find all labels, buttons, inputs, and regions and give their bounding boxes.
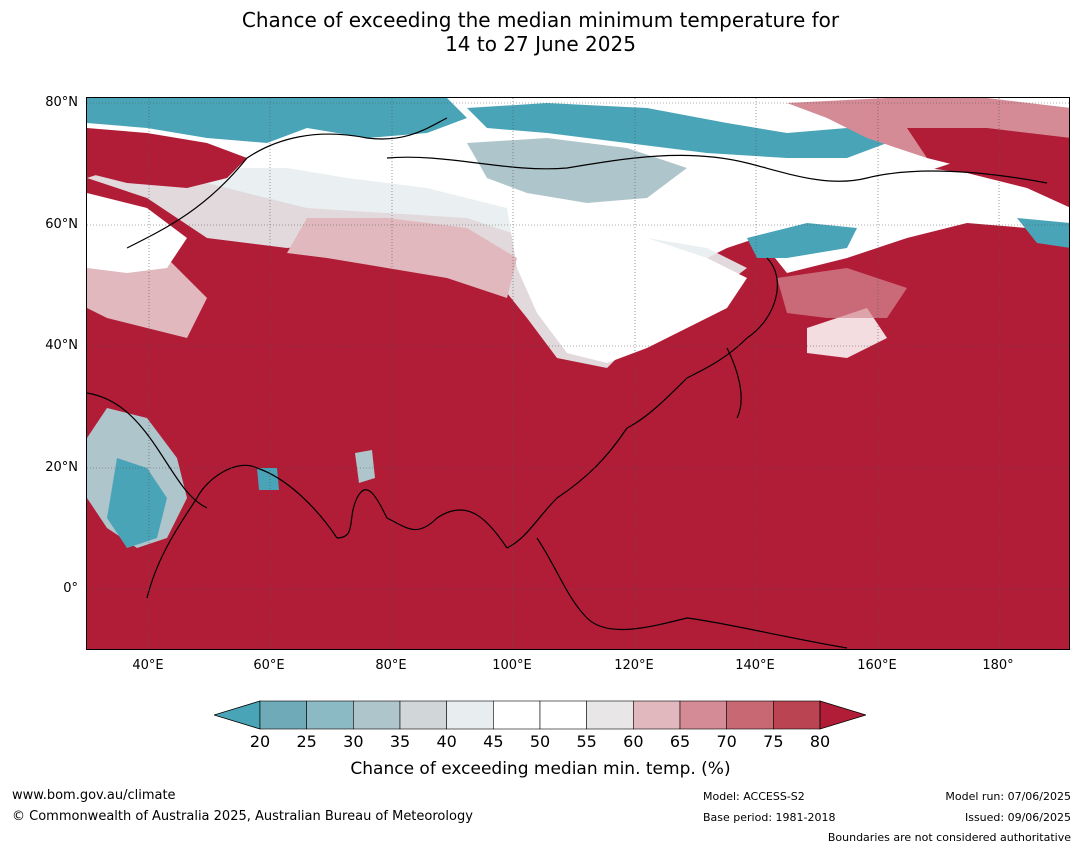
colorbar-tick-label: 55 xyxy=(576,732,597,751)
lat-label-20n: 20°N xyxy=(45,460,78,475)
colorbar-extend-high xyxy=(819,700,866,730)
map-region-red-europe xyxy=(87,128,247,188)
lon-label-40e: 40°E xyxy=(132,658,164,673)
map-region-pink-pacific xyxy=(777,268,907,318)
forecast-map xyxy=(86,97,1070,650)
colorbar-segment xyxy=(726,700,774,730)
colorbar-segment xyxy=(586,700,634,730)
map-region-red-northeast xyxy=(907,128,1069,188)
copyright-text: © Commonwealth of Australia 2025, Austra… xyxy=(12,809,473,824)
title-line-1: Chance of exceeding the median minimum t… xyxy=(241,8,840,32)
colorbar-segment xyxy=(773,700,821,730)
lon-label-80e: 80°E xyxy=(375,658,407,673)
colorbar xyxy=(214,700,866,730)
website-link[interactable]: www.bom.gov.au/climate xyxy=(12,788,176,803)
colorbar-tick-label: 75 xyxy=(763,732,784,751)
colorbar-tick-label: 35 xyxy=(389,732,411,751)
map-region-white-west xyxy=(87,193,187,273)
colorbar-tick-label: 30 xyxy=(343,732,364,751)
colorbar-segment xyxy=(259,700,307,730)
lon-label-60e: 60°E xyxy=(253,658,285,673)
title-line-2: 14 to 27 June 2025 xyxy=(445,32,636,56)
colorbar-segment xyxy=(306,700,354,730)
lat-label-40n: 40°N xyxy=(45,338,78,353)
colorbar-tick-label: 45 xyxy=(483,732,504,751)
lon-label-120e: 120°E xyxy=(614,658,654,673)
lon-label-140e: 140°E xyxy=(735,658,775,673)
colorbar-segment xyxy=(446,700,494,730)
colorbar-segment xyxy=(399,700,447,730)
map-region-teal-arabian-sea xyxy=(257,468,279,490)
map-region-teal-north-central xyxy=(467,103,887,158)
lat-label-60n: 60°N xyxy=(45,217,78,232)
map-region-lightblue-bay xyxy=(355,450,375,483)
colorbar-label: Chance of exceeding median min. temp. (%… xyxy=(350,759,731,779)
lat-label-80n: 80°N xyxy=(45,95,78,110)
colorbar-tick-label: 70 xyxy=(716,732,737,751)
map-region-white-pacific xyxy=(807,308,887,358)
colorbar-tick-label: 50 xyxy=(529,732,551,751)
chart-title: Chance of exceeding the median minimum t… xyxy=(0,8,1081,56)
map-region-pink-central xyxy=(287,218,517,298)
colorbar-segment xyxy=(539,700,587,730)
colorbar-tick-label: 80 xyxy=(809,732,831,751)
map-region-teal-okhotsk xyxy=(747,223,857,258)
map-region-white-siberia xyxy=(507,208,747,363)
map-region-teal-northwest xyxy=(87,98,467,143)
colorbar-tick-label: 65 xyxy=(669,732,691,751)
lat-label-0: 0° xyxy=(63,581,78,596)
lon-label-160e: 160°E xyxy=(857,658,897,673)
coastlines xyxy=(87,117,1048,649)
lon-label-180: 180° xyxy=(982,658,1014,673)
map-region-lightblue-siberia xyxy=(467,138,687,203)
model-run-text: Model run: 07/06/2025 xyxy=(945,790,1071,803)
colorbar-tick-label: 25 xyxy=(296,732,317,751)
lon-label-100e: 100°E xyxy=(492,658,532,673)
colorbar-tick-label: 20 xyxy=(249,732,271,751)
colorbar-segment xyxy=(493,700,541,730)
colorbar-tick-label: 40 xyxy=(436,732,457,751)
map-region-teal-bering xyxy=(1017,218,1069,248)
base-period-text: Base period: 1981-2018 xyxy=(703,811,836,824)
issued-text: Issued: 09/06/2025 xyxy=(964,811,1071,824)
map-region-teal-arabia xyxy=(107,458,167,548)
colorbar-segment xyxy=(353,700,401,730)
graticule xyxy=(87,98,1069,649)
model-text: Model: ACCESS-S2 xyxy=(703,790,805,803)
colorbar-segment xyxy=(679,700,727,730)
boundaries-disclaimer: Boundaries are not considered authoritat… xyxy=(827,831,1071,844)
colorbar-tick-label: 60 xyxy=(623,732,644,751)
colorbar-extend-low xyxy=(214,700,261,730)
colorbar-segment xyxy=(633,700,681,730)
